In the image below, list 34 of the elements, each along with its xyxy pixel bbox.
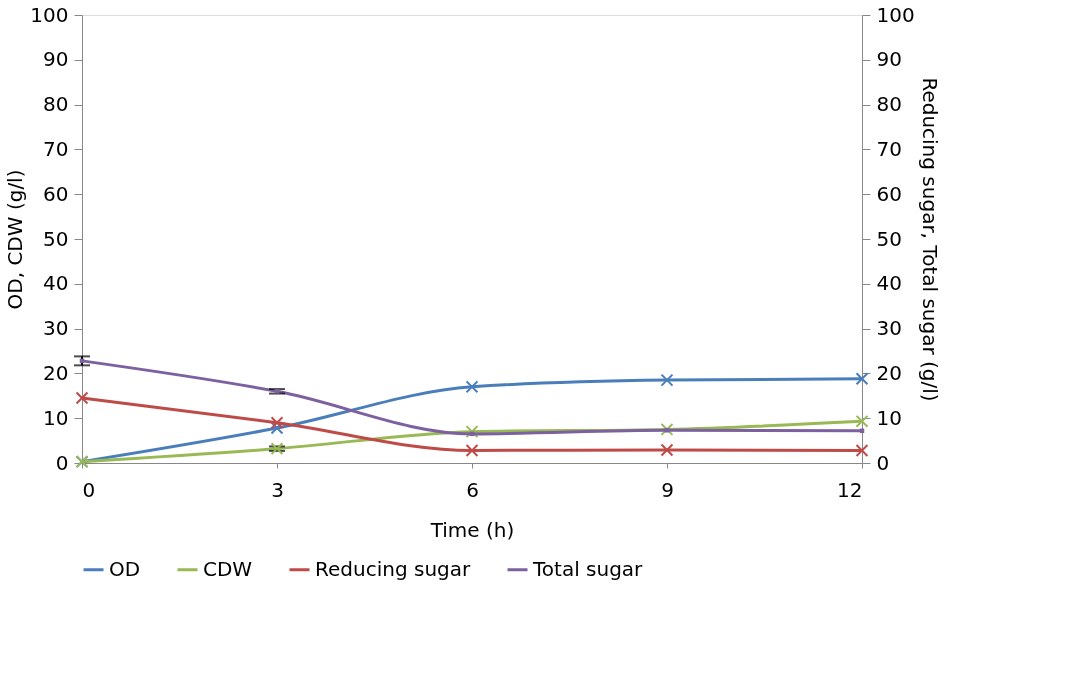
legend-label: CDW — [203, 556, 253, 581]
y2-tick-label: 70 — [876, 136, 902, 161]
legend-label: OD — [109, 556, 141, 581]
y-tick-label: 0 — [55, 450, 69, 475]
y-tick-label: 70 — [43, 136, 69, 161]
x-tick-label: 9 — [661, 477, 674, 502]
y-tick-label: 80 — [43, 92, 69, 117]
y-axis-title: OD, CDW (g/l) — [3, 169, 28, 310]
y2-tick-label: 30 — [876, 316, 902, 341]
y2-axis-title: Reducing sugar, Total sugar (g/l) — [917, 77, 942, 402]
y2-tick-label: 80 — [876, 92, 902, 117]
y2-tick-label: 100 — [876, 2, 915, 27]
y-tick-label: 30 — [43, 316, 69, 341]
y2-tick-label: 20 — [876, 360, 902, 385]
x-tick-label: 6 — [466, 477, 479, 502]
legend-label: Reducing sugar — [315, 556, 471, 581]
x-axis-title: Time (h) — [429, 517, 515, 542]
y2-tick-label: 50 — [876, 226, 902, 251]
y-tick-label: 100 — [30, 2, 69, 27]
y2-tick-label: 0 — [876, 450, 890, 475]
y2-tick-label: 60 — [876, 181, 902, 206]
y-tick-label: 90 — [43, 47, 69, 72]
legend-label: Total sugar — [532, 556, 644, 581]
y2-tick-label: 40 — [876, 271, 902, 296]
x-tick-label: 12 — [837, 477, 863, 502]
y2-tick-label: 90 — [876, 47, 902, 72]
y-tick-label: 10 — [43, 405, 69, 430]
y-tick-label: 60 — [43, 181, 69, 206]
x-tick-label: 0 — [82, 477, 96, 502]
y2-tick-label: 10 — [876, 405, 902, 430]
x-tick-label: 3 — [271, 477, 284, 502]
y-tick-label: 40 — [43, 271, 69, 296]
y-tick-label: 50 — [43, 226, 69, 251]
y-tick-label: 20 — [43, 360, 69, 385]
